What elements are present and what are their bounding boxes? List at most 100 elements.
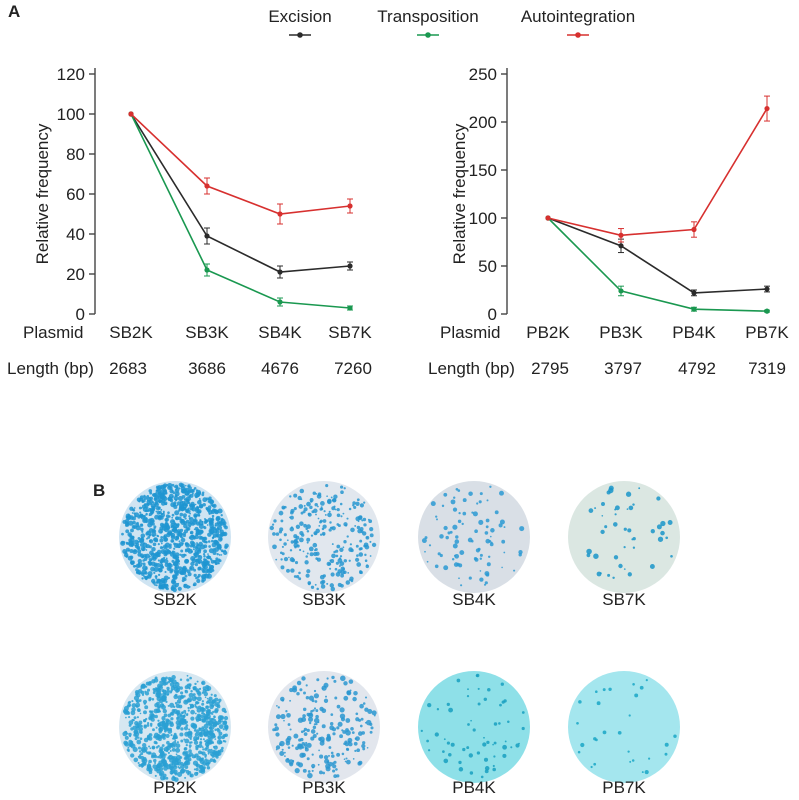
colony: [470, 719, 472, 722]
legend: Excision Transposition Autointegration: [268, 7, 635, 38]
point-2-0: [545, 215, 551, 221]
colony: [453, 496, 456, 499]
colony: [284, 755, 286, 757]
colony: [472, 511, 478, 517]
colony: [178, 530, 181, 533]
colony: [173, 542, 176, 546]
colony: [306, 530, 310, 533]
colony: [171, 489, 174, 492]
colony: [343, 695, 349, 701]
colony: [332, 769, 336, 773]
colony: [297, 495, 302, 501]
colony: [484, 531, 489, 535]
colony: [219, 548, 222, 551]
colony: [183, 585, 186, 588]
colony: [179, 732, 184, 737]
plate-colonies: [576, 679, 677, 775]
colony: [162, 708, 167, 714]
colony: [195, 763, 199, 767]
colony: [586, 553, 591, 558]
colony: [214, 716, 216, 718]
colony: [161, 744, 165, 747]
colony: [442, 750, 445, 753]
colony: [594, 690, 598, 694]
colony: [632, 503, 635, 506]
colony: [196, 542, 198, 544]
colony: [499, 519, 505, 525]
plate-label: PB4K: [452, 778, 496, 797]
colony: [172, 684, 177, 689]
colony: [160, 565, 165, 569]
colony: [143, 725, 147, 729]
colony: [452, 543, 458, 549]
colony: [127, 555, 133, 561]
colony: [149, 517, 155, 523]
colony: [331, 675, 335, 680]
colony: [141, 758, 145, 763]
colony: [184, 685, 189, 690]
colony: [289, 549, 293, 552]
colony: [171, 483, 175, 487]
colony: [355, 544, 359, 548]
y-tick-label-2: 100: [469, 209, 497, 228]
colony: [170, 768, 173, 772]
colony: [462, 498, 467, 503]
colony: [363, 542, 369, 548]
colony: [159, 579, 162, 582]
colony: [128, 716, 131, 719]
colony: [201, 726, 205, 730]
colony: [299, 548, 302, 552]
colony: [172, 555, 178, 560]
colony: [436, 708, 440, 711]
colony: [128, 700, 132, 704]
colony: [333, 505, 336, 508]
colony: [614, 513, 617, 516]
colony: [489, 535, 492, 538]
colony: [274, 729, 277, 732]
colony: [156, 534, 159, 537]
colony: [189, 503, 193, 507]
colony: [458, 760, 462, 765]
colony: [213, 508, 217, 513]
colony: [280, 519, 284, 523]
colony: [137, 549, 142, 554]
colony: [187, 709, 190, 712]
colony: [171, 776, 176, 782]
colony: [163, 584, 168, 588]
plates-grid: SB2K SB3K SB4K SB7K PB2K PB3K PB4K PB7K: [119, 481, 680, 797]
colony: [286, 757, 290, 761]
colony: [476, 751, 481, 755]
colony: [189, 676, 192, 680]
colony: [623, 546, 626, 549]
colony: [180, 537, 186, 543]
colony: [273, 519, 277, 523]
colony: [188, 525, 191, 528]
colony: [324, 758, 330, 764]
colony: [145, 681, 150, 686]
colony: [171, 516, 174, 519]
colony: [353, 690, 358, 696]
colony: [139, 514, 143, 519]
colony: [178, 542, 184, 547]
colony: [314, 700, 318, 703]
colony: [162, 496, 168, 502]
colony: [369, 527, 374, 532]
colony: [180, 519, 186, 526]
colony: [359, 724, 363, 728]
colony: [331, 754, 335, 758]
colony: [199, 707, 205, 712]
colony: [310, 534, 314, 537]
colony: [345, 580, 351, 585]
y-tick-label-3: 60: [66, 185, 85, 204]
colony: [154, 584, 157, 586]
colony: [219, 535, 223, 538]
colony: [326, 582, 329, 585]
colony: [213, 753, 218, 758]
colony: [171, 584, 177, 590]
colony: [362, 747, 366, 751]
plate-colonies: [122, 674, 229, 782]
colony: [180, 549, 184, 553]
colony: [212, 516, 214, 519]
colony: [356, 562, 362, 567]
colony: [521, 726, 525, 731]
